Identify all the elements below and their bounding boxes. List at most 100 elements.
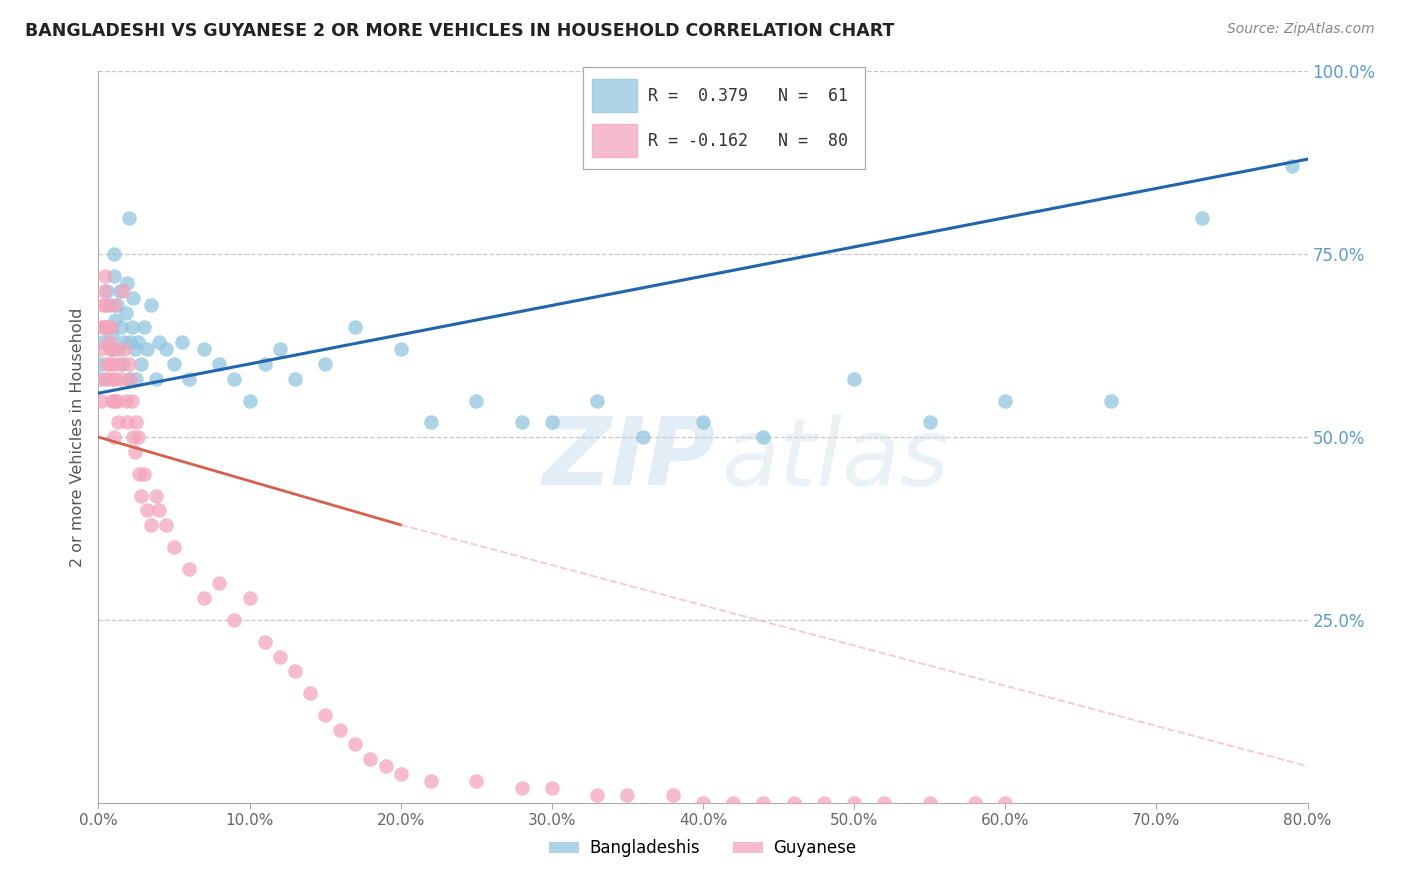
Point	[121, 393, 143, 408]
Point	[105, 393, 128, 408]
Point	[510, 416, 533, 430]
Point	[752, 430, 775, 444]
Point	[314, 357, 336, 371]
Text: R =  0.379   N =  61: R = 0.379 N = 61	[648, 87, 848, 104]
Point	[93, 371, 115, 385]
Point	[108, 284, 131, 298]
Point	[90, 357, 112, 371]
Point	[420, 773, 443, 788]
Point	[115, 416, 138, 430]
Point	[208, 576, 231, 591]
Point	[125, 416, 148, 430]
Point	[208, 357, 231, 371]
Text: R = -0.162   N =  80: R = -0.162 N = 80	[648, 132, 848, 150]
Point	[586, 789, 609, 803]
Point	[96, 284, 118, 298]
Point	[112, 334, 135, 349]
Point	[94, 320, 117, 334]
Point	[540, 781, 562, 796]
Point	[129, 489, 152, 503]
Point	[269, 343, 291, 357]
Point	[540, 416, 562, 430]
Point	[965, 796, 987, 810]
Point	[103, 247, 125, 261]
Point	[122, 291, 145, 305]
Point	[844, 796, 866, 810]
Text: Source: ZipAtlas.com: Source: ZipAtlas.com	[1227, 22, 1375, 37]
Point	[179, 371, 201, 385]
Point	[329, 723, 352, 737]
Point	[121, 320, 143, 334]
Point	[224, 371, 246, 385]
Point	[141, 517, 163, 532]
Point	[111, 284, 134, 298]
Point	[163, 357, 186, 371]
FancyBboxPatch shape	[592, 79, 637, 112]
Point	[253, 635, 276, 649]
Point	[103, 430, 125, 444]
Point	[918, 416, 941, 430]
Point	[93, 320, 115, 334]
Point	[616, 789, 638, 803]
Point	[510, 781, 533, 796]
Point	[129, 357, 152, 371]
Text: atlas: atlas	[721, 414, 949, 505]
Point	[128, 467, 150, 481]
Point	[100, 343, 122, 357]
Point	[284, 664, 307, 678]
Y-axis label: 2 or more Vehicles in Household: 2 or more Vehicles in Household	[69, 308, 84, 566]
Point	[94, 298, 117, 312]
Point	[1281, 160, 1303, 174]
Point	[661, 789, 683, 803]
Point	[132, 467, 155, 481]
Point	[994, 796, 1017, 810]
Point	[170, 334, 193, 349]
Point	[783, 796, 806, 810]
Point	[239, 393, 262, 408]
Point	[100, 320, 122, 334]
Point	[465, 773, 488, 788]
Point	[193, 591, 215, 605]
Point	[103, 343, 125, 357]
Point	[105, 298, 128, 312]
Point	[90, 343, 112, 357]
Point	[465, 393, 488, 408]
Point	[155, 517, 177, 532]
Point	[141, 298, 163, 312]
Point	[344, 320, 367, 334]
Point	[253, 357, 276, 371]
Point	[107, 416, 129, 430]
Point	[1099, 393, 1122, 408]
Point	[111, 357, 134, 371]
Point	[108, 357, 131, 371]
Point	[94, 269, 117, 284]
Point	[692, 416, 714, 430]
Point	[103, 393, 125, 408]
Point	[132, 320, 155, 334]
Point	[98, 334, 121, 349]
Point	[89, 371, 111, 385]
Point	[873, 796, 896, 810]
Point	[813, 796, 835, 810]
Text: ZIP: ZIP	[543, 413, 716, 505]
Point	[374, 759, 396, 773]
Point	[844, 371, 866, 385]
Point	[752, 796, 775, 810]
Point	[239, 591, 262, 605]
Point	[96, 357, 118, 371]
Point	[104, 371, 127, 385]
Point	[107, 343, 129, 357]
Point	[120, 334, 142, 349]
Point	[269, 649, 291, 664]
Point	[114, 306, 136, 320]
Point	[127, 334, 149, 349]
Point	[100, 343, 122, 357]
Point	[179, 562, 201, 576]
Point	[118, 371, 141, 385]
Point	[101, 371, 124, 385]
FancyBboxPatch shape	[592, 124, 637, 157]
Point	[163, 540, 186, 554]
Point	[124, 343, 146, 357]
Point	[103, 298, 125, 312]
Point	[148, 334, 170, 349]
